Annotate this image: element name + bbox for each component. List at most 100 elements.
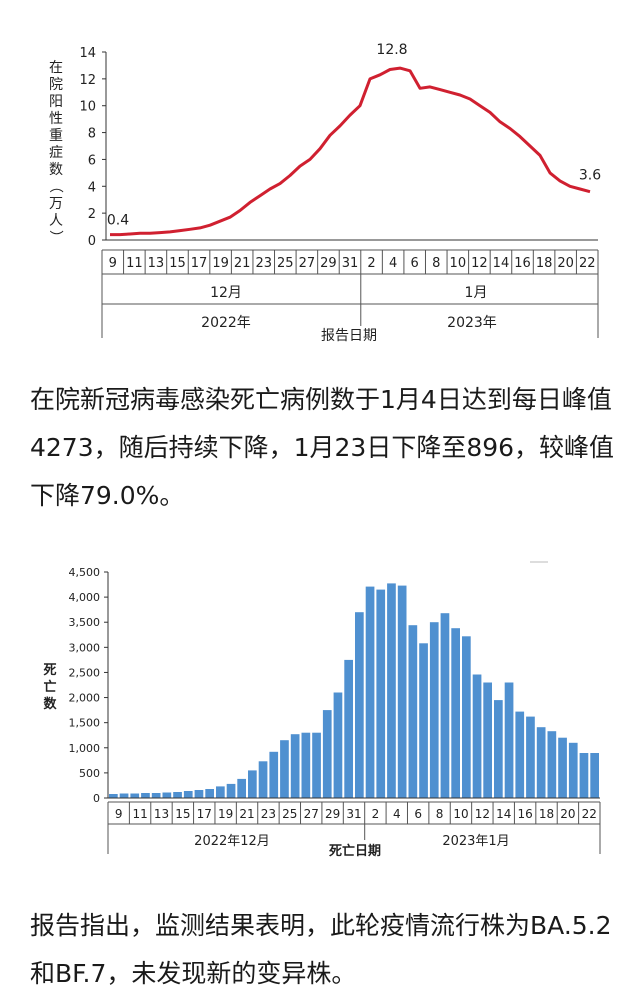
x-tick-label: 31 <box>346 807 361 821</box>
y-axis-label-char: 阳 <box>49 94 63 110</box>
bar <box>322 710 332 798</box>
x-tick-label: 17 <box>197 807 212 821</box>
y-tick-label: 10 <box>79 100 96 115</box>
x-tick-label: 9 <box>115 807 123 821</box>
y-axis-label-char: 院 <box>49 77 63 93</box>
month-label-2023-01: 2023年1月 <box>442 834 509 849</box>
y-axis-label-char: 重 <box>49 128 63 144</box>
icu-line-chart: 0 2 4 6 8 10 12 14 在院阳性重症数（万人） 9 11 13 15 17 19 21 23 25 2… <box>0 0 640 360</box>
y-tick-label: 6 <box>88 153 96 168</box>
bar <box>151 793 161 798</box>
month-label-2022-12: 2022年12月 <box>194 834 270 849</box>
y-tick-label: 14 <box>79 46 96 61</box>
deaths-bar-chart-svg: 0 500 1,000 1,500 2,000 2,500 3,000 3,500 4,000 4… <box>43 561 601 859</box>
x-tick-label: 11 <box>126 256 143 271</box>
x-tick-label: 2 <box>367 256 375 271</box>
x-tick-label: 16 <box>514 256 531 271</box>
y-axis-label-char: 数 <box>43 696 57 712</box>
y-tick-label: 1,000 <box>69 742 101 755</box>
bar <box>216 786 225 798</box>
bar <box>504 682 514 798</box>
x-tick-label: 23 <box>255 256 272 271</box>
bar <box>269 751 279 798</box>
bar <box>376 589 386 798</box>
x-tick-label: 2 <box>372 807 380 821</box>
y-axis-label-char: 万 <box>49 196 63 212</box>
y-axis-label-char: 数 <box>49 162 63 178</box>
bar <box>462 636 471 798</box>
x-tick-label: 21 <box>234 256 251 271</box>
y-tick-label: 2,500 <box>69 666 101 679</box>
bar <box>312 732 321 798</box>
x-tick-label: 22 <box>582 807 597 821</box>
paragraph-deaths-summary: 在院新冠病毒感染死亡病例数于1月4日达到每日峰值4273，随后持续下降，1月23… <box>30 385 615 510</box>
bar <box>344 659 353 798</box>
x-tick-label: 8 <box>432 256 440 271</box>
y-tick-label: 0 <box>88 234 96 249</box>
x-tick-label: 27 <box>299 256 316 271</box>
month-label-dec: 12月 <box>210 285 242 301</box>
y-axis-label-char: 亡 <box>43 679 56 695</box>
x-tick-label: 22 <box>579 256 596 271</box>
bar <box>547 731 557 798</box>
x-tick-label: 12 <box>475 807 490 821</box>
bar <box>451 628 460 798</box>
y-tick-label: 2 <box>88 207 96 222</box>
y-axis-label-char: 在 <box>49 60 63 76</box>
annotation-start: 0.4 <box>107 213 129 229</box>
bar <box>109 794 118 798</box>
x-tick-label: 4 <box>389 256 397 271</box>
y-tick-label: 4 <box>88 180 96 195</box>
x-tick-label: 21 <box>239 807 254 821</box>
bar <box>419 643 428 798</box>
bar <box>397 585 407 798</box>
bar <box>429 622 439 798</box>
bar <box>237 778 246 798</box>
deaths-bar-chart: 0 500 1,000 1,500 2,000 2,500 3,000 3,500 4,000 4… <box>0 548 640 868</box>
bar <box>301 732 311 798</box>
x-tick-label: 27 <box>304 807 319 821</box>
x-axis-title: 报告日期 <box>321 328 377 344</box>
y-tick-label: 3,500 <box>69 616 101 629</box>
x-tick-label: 13 <box>154 807 169 821</box>
bar <box>173 792 182 798</box>
bar <box>568 742 578 798</box>
x-tick-label: 11 <box>132 807 147 821</box>
x-tick-label: 9 <box>109 256 117 271</box>
y-tick-label: 3,000 <box>69 641 101 654</box>
bar <box>483 682 492 798</box>
bar <box>408 625 418 798</box>
x-tick-label: 6 <box>411 256 419 271</box>
x-tick-label: 19 <box>218 807 233 821</box>
x-tick-label: 20 <box>557 256 574 271</box>
bar <box>558 737 567 798</box>
x-tick-label: 18 <box>536 256 553 271</box>
bar <box>472 674 482 798</box>
bar <box>226 783 236 798</box>
bar <box>258 761 268 798</box>
series-line-icu <box>110 66 591 237</box>
bar <box>162 792 172 798</box>
y-axis-label-char: 性 <box>49 111 63 127</box>
y-axis-label-char: 症 <box>49 145 63 161</box>
bar <box>536 727 546 798</box>
x-tick-label: 13 <box>148 256 165 271</box>
x-tick-label: 6 <box>414 807 422 821</box>
y-axis-label-char: 人 <box>49 213 63 229</box>
x-tick-label: 19 <box>212 256 229 271</box>
x-tick-label: 8 <box>436 807 444 821</box>
y-tick-label: 4,000 <box>69 591 101 604</box>
x-tick-label: 31 <box>342 256 359 271</box>
annotation-peak: 12.8 <box>376 42 407 58</box>
x-tick-label: 12 <box>471 256 488 271</box>
x-tick-label: 17 <box>191 256 208 271</box>
x-tick-label: 14 <box>496 807 511 821</box>
bar <box>365 586 375 798</box>
bar <box>183 791 193 798</box>
y-tick-label: 1,500 <box>69 717 101 730</box>
bar <box>280 740 289 798</box>
x-tick-label: 10 <box>450 256 467 271</box>
year-label-2023: 2023年 <box>447 315 497 331</box>
bar <box>387 583 396 798</box>
